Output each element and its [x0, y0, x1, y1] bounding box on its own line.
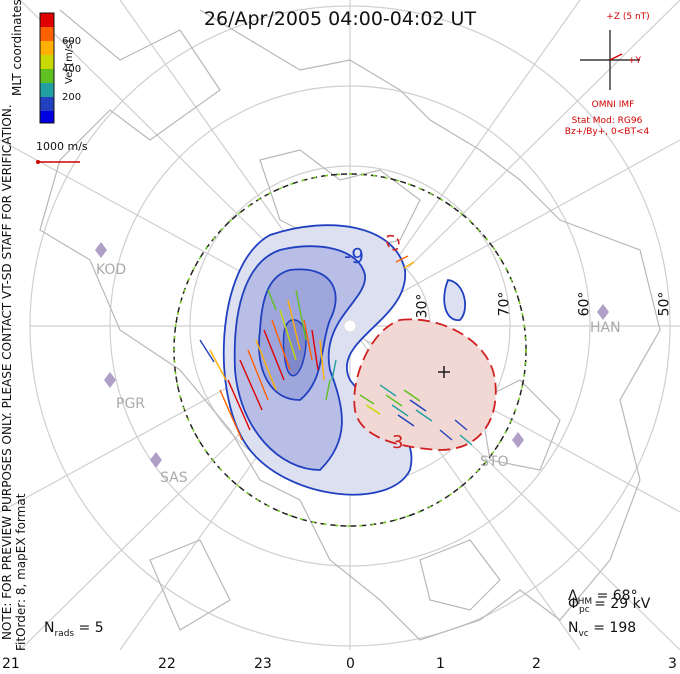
site-han: HAN [590, 320, 621, 336]
mlt-tick-1: 1 [436, 656, 445, 672]
plot-title: 26/Apr/2005 04:00-04:02 UT [203, 8, 477, 30]
n-rads-value: 5 [94, 620, 104, 636]
radar-count: Nrads = 5 [44, 620, 104, 639]
mlt-tick-23: 23 [254, 656, 272, 672]
colorbar-label-200: 200 [62, 92, 82, 103]
coastlines [39, 9, 661, 641]
imf-y-label: +Y [628, 56, 642, 66]
imf-omni-label: OMNI IMF [591, 100, 635, 110]
lat-label-70: 70° [496, 291, 513, 317]
lat-label-60: 60° [576, 291, 593, 317]
lat-label-30: 30° [414, 293, 431, 319]
mlt-tick-21: 21 [2, 656, 20, 672]
cross-polar-cap-potential: Φpc = 29 kV [568, 596, 651, 615]
station-markers [95, 242, 609, 468]
phi-pc-value: 29 kV [610, 596, 651, 612]
scale-label: 1000 m/s [36, 140, 88, 153]
mlt-tick-3: 3 [668, 656, 677, 672]
colorbar [39, 12, 55, 124]
positive-cell [353, 318, 497, 451]
mlt-tick-2: 2 [532, 656, 541, 672]
hmb-green [173, 173, 527, 527]
positive-cell-small [386, 234, 400, 251]
stat-mod-label: Stat Mod: RG96 [571, 116, 643, 126]
site-kod: KOD [96, 262, 127, 278]
site-sas: SAS [160, 470, 188, 486]
site-pgr: PGR [116, 396, 146, 412]
imf-condition-label: Bz+/By+, 0<BT<4 [564, 127, 650, 137]
hm-boundary-latitude: ΛHM = 68° [568, 588, 638, 607]
vector-count: Nvc = 198 [568, 620, 637, 639]
negative-cell-small [443, 279, 466, 321]
preview-watermark: NOTE: FOR PREVIEW PURPOSES ONLY. PLEASE … [0, 104, 14, 640]
mlt-tick-22: 22 [158, 656, 176, 672]
lambda-hm-value: 68° [612, 588, 638, 604]
imf-vector [609, 53, 623, 61]
velocity-vectors [199, 255, 473, 446]
negative-contour-label: -9 [344, 244, 364, 268]
positive-contour-label: 3 [392, 432, 404, 453]
site-sto: STO [480, 454, 509, 470]
pole-marker [343, 319, 357, 333]
imf-z-label: +Z (5 nT) [606, 12, 650, 22]
colorbar-label-600: 600 [62, 36, 82, 47]
colorbar-label-400: 400 [62, 64, 82, 75]
fitorder-label: FitOrder: 8, mapEX format [14, 493, 28, 651]
mlt-tick-0: 0 [346, 656, 355, 672]
potential-max-marker [438, 366, 450, 378]
lat-label-50: 50° [656, 291, 673, 317]
n-vc-value: 198 [609, 620, 637, 636]
